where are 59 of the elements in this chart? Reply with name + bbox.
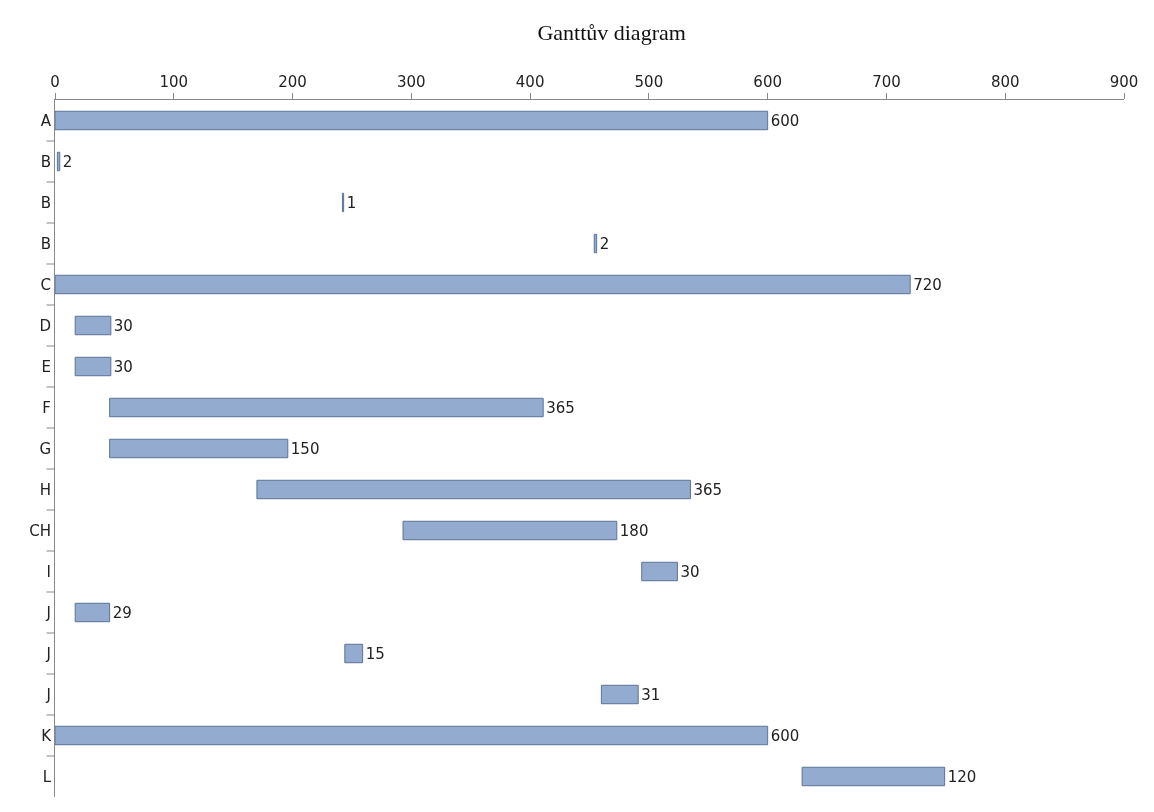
bar xyxy=(402,520,618,541)
bar xyxy=(109,438,289,459)
bar xyxy=(109,397,544,418)
data-label: 600 xyxy=(770,111,800,130)
data-label: 365 xyxy=(693,480,723,499)
y-tick-label: J xyxy=(45,644,51,663)
x-tick-label: 800 xyxy=(990,73,1020,91)
data-label: 720 xyxy=(913,275,942,294)
y-tick-label: H xyxy=(39,480,51,499)
data-label: 2 xyxy=(62,152,73,171)
data-label: 365 xyxy=(546,398,575,417)
y-tick-label: F xyxy=(42,398,51,417)
y-tick-label: CH xyxy=(29,521,51,540)
x-tick-label: 200 xyxy=(278,73,307,91)
bar xyxy=(55,725,769,746)
data-label: 31 xyxy=(641,685,661,704)
data-label: 15 xyxy=(365,644,385,663)
y-tick-label: L xyxy=(42,767,52,786)
bar xyxy=(641,561,678,582)
data-label: 150 xyxy=(290,439,320,458)
y-tick-label: J xyxy=(45,603,51,622)
x-tick-label: 300 xyxy=(397,73,426,91)
data-label: 180 xyxy=(619,521,649,540)
data-label: 120 xyxy=(947,767,977,786)
bar xyxy=(55,274,911,295)
data-label: 30 xyxy=(113,357,133,376)
data-label: 30 xyxy=(113,316,133,335)
data-label: 29 xyxy=(112,603,132,622)
x-tick-label: 600 xyxy=(753,73,782,91)
bar xyxy=(74,315,112,336)
data-label: 2 xyxy=(599,234,610,253)
x-tick-label: 500 xyxy=(634,73,664,91)
bar xyxy=(344,643,364,664)
x-tick-label: 900 xyxy=(1109,73,1139,91)
bar xyxy=(256,479,691,500)
y-tick-label: E xyxy=(41,357,51,376)
y-tick-label: J xyxy=(45,685,51,704)
y-tick-label: D xyxy=(39,316,51,335)
y-tick-label: B xyxy=(40,234,51,253)
y-tick-label: K xyxy=(41,726,53,745)
bar xyxy=(55,110,769,131)
y-tick-label: G xyxy=(39,439,51,458)
y-tick-label: I xyxy=(46,562,51,581)
y-tick-label: C xyxy=(40,275,51,294)
x-tick-label: 0 xyxy=(50,73,60,91)
y-tick-label: B xyxy=(40,152,51,171)
y-tick-label: A xyxy=(40,111,52,130)
data-label: 600 xyxy=(770,726,800,745)
bar xyxy=(74,602,111,623)
chart-title: Ganttův diagram xyxy=(537,19,686,45)
x-tick-label: 100 xyxy=(159,73,189,91)
x-tick-label: 700 xyxy=(872,73,901,91)
data-label: 1 xyxy=(346,193,357,212)
y-tick-label: B xyxy=(40,193,51,212)
bar xyxy=(801,766,946,787)
data-label: 30 xyxy=(680,562,700,581)
bar xyxy=(74,356,112,377)
x-tick-label: 400 xyxy=(515,73,545,91)
bar xyxy=(600,684,639,705)
